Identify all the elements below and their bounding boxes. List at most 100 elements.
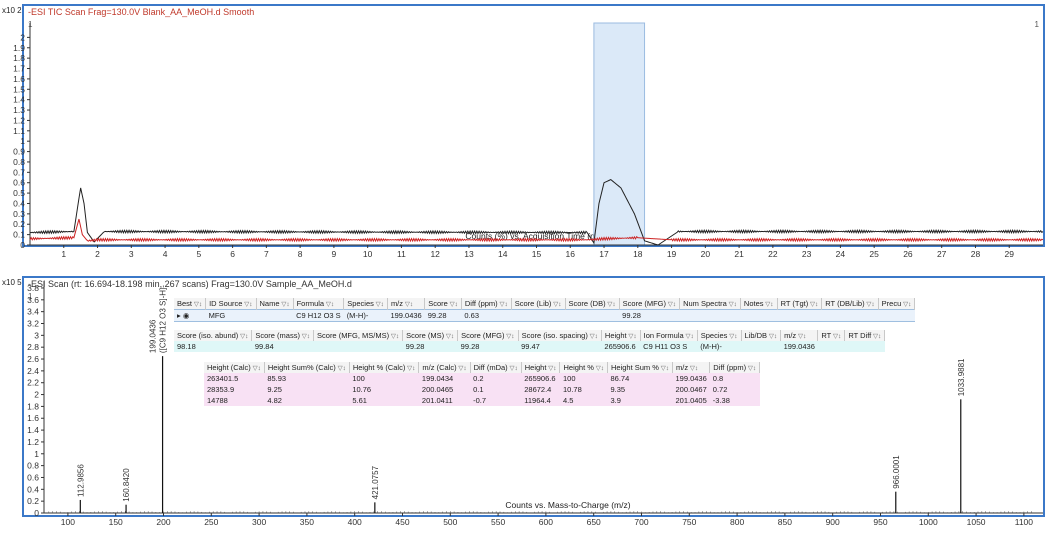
filter-icon[interactable]: ▽↕ (299, 333, 311, 340)
compound-results-table[interactable]: Best ▽↕ ID Source ▽↕ Name ▽↕ Formula ▽↕ Spec… (174, 298, 916, 322)
column-header[interactable]: Score (MFG) ▽↕ (619, 298, 681, 310)
column-header[interactable]: Name ▽↕ (256, 298, 294, 310)
column-header[interactable]: Height ▽↕ (521, 362, 561, 373)
table-cell: 265906.6 (601, 341, 641, 352)
filter-icon[interactable]: ▽↕ (666, 301, 677, 308)
table-cell: C9 H11 O3 S (640, 341, 698, 352)
filter-icon[interactable]: ▽↕ (808, 301, 819, 308)
column-header[interactable]: Num Spectra ▽↕ (679, 298, 741, 310)
ms-x-tick-label: 1050 (967, 517, 986, 527)
filter-icon[interactable]: ▽↕ (192, 301, 203, 308)
filter-icon[interactable]: ▽↕ (405, 365, 416, 372)
column-header[interactable]: Diff (mDa) ▽↕ (470, 362, 522, 373)
column-header[interactable]: Score (MFG, MS/MS) ▽↕ (313, 330, 404, 341)
ms-spectrum-panel[interactable]: -ESI Scan (rt: 16.694-18.198 min, 267 sc… (22, 276, 1045, 517)
column-header[interactable]: RT ▽↕ (817, 330, 846, 341)
column-header[interactable]: Score (MS) ▽↕ (402, 330, 459, 341)
column-header[interactable]: Lib/DB ▽↕ (741, 330, 782, 341)
filter-icon[interactable]: ▽↕ (238, 333, 249, 340)
filter-icon[interactable]: ▽↕ (447, 301, 458, 308)
filter-icon[interactable]: ▽↕ (593, 365, 604, 372)
column-header[interactable]: Score (mass) ▽↕ (251, 330, 315, 341)
column-header[interactable]: Notes ▽↕ (740, 298, 778, 310)
table-row[interactable]: 263401.5 85.93 100 199.0434 0.2 265906.6 100 86… (204, 373, 760, 384)
column-header[interactable]: RT (DB/Lib) ▽↕ (821, 298, 879, 310)
filter-icon[interactable]: ▽↕ (871, 333, 882, 340)
filter-icon[interactable]: ▽↕ (864, 301, 875, 308)
filter-icon[interactable]: ▽↕ (551, 301, 562, 308)
column-header[interactable]: Ion Formula ▽↕ (640, 330, 698, 341)
filter-icon[interactable]: ▽↕ (727, 333, 738, 340)
filter-icon[interactable]: ▽↕ (901, 301, 912, 308)
filter-icon[interactable]: ▽↕ (279, 301, 290, 308)
filter-icon[interactable]: ▽↕ (605, 301, 616, 308)
column-header[interactable]: ID Source ▽↕ (205, 298, 257, 310)
table-cell (313, 341, 403, 352)
filter-icon[interactable]: ▽↕ (250, 365, 261, 372)
column-header[interactable]: Score (DB) ▽↕ (565, 298, 620, 310)
column-header[interactable]: RT Diff ▽↕ (844, 330, 886, 341)
column-header[interactable]: Species ▽↕ (343, 298, 388, 310)
filter-icon[interactable]: ▽↕ (831, 333, 842, 340)
score-results-table[interactable]: Score (iso. abund) ▽↕ Score (mass) ▽↕ Scor… (174, 330, 886, 352)
column-header[interactable]: Score ▽↕ (424, 298, 462, 310)
tic-y-tick-label: 0 (20, 240, 25, 250)
ms-y-tick-label: 0 (34, 508, 39, 518)
ms-y-tick-label: 3.6 (27, 295, 39, 305)
filter-icon[interactable]: ▽↕ (683, 333, 694, 340)
table-row[interactable]: 28353.9 9.25 10.76 200.0465 0.1 28672.4 10.78 9… (204, 384, 760, 395)
column-header[interactable]: Species ▽↕ (697, 330, 742, 341)
filter-icon[interactable]: ▽↕ (626, 333, 637, 340)
filter-icon[interactable]: ▽↕ (746, 365, 757, 372)
filter-icon[interactable]: ▽↕ (456, 365, 467, 372)
column-header[interactable]: RT (Tgt) ▽↕ (777, 298, 823, 310)
filter-icon[interactable]: ▽↕ (373, 301, 384, 308)
filter-icon[interactable]: ▽↕ (504, 333, 515, 340)
table-row[interactable]: 98.18 99.84 99.28 99.28 99.47 265906.6 C9 H11 … (174, 341, 885, 352)
column-header[interactable]: Score (iso. spacing) ▽↕ (518, 330, 602, 341)
filter-icon[interactable]: ▽↕ (335, 365, 346, 372)
filter-icon[interactable]: ▽↕ (587, 333, 598, 340)
tic-chart-panel[interactable]: -ESI TIC Scan Frag=130.0V Blank_AA_MeOH.… (22, 4, 1045, 247)
filter-icon[interactable]: ▽↕ (796, 333, 807, 340)
column-header[interactable]: Score (iso. abund) ▽↕ (174, 330, 253, 341)
isotope-results-table[interactable]: Height (Calc) ▽↕ Height Sum% (Calc) ▽↕ Hei… (204, 362, 761, 406)
filter-icon[interactable]: ▽↕ (658, 365, 669, 372)
column-header[interactable]: Height % ▽↕ (559, 362, 608, 373)
column-header[interactable]: Score (Lib) ▽↕ (511, 298, 566, 310)
filter-icon[interactable]: ▽↕ (389, 333, 400, 340)
column-header[interactable]: Height Sum % ▽↕ (607, 362, 673, 373)
column-header[interactable]: Formula ▽↕ (293, 298, 345, 310)
column-header[interactable]: Precu ▽↕ (878, 298, 916, 310)
column-header[interactable]: Score (MFG) ▽↕ (457, 330, 519, 341)
column-header[interactable]: m/z ▽↕ (672, 362, 711, 373)
filter-icon[interactable]: ▽↕ (507, 365, 518, 372)
column-header[interactable]: Diff (ppm) ▽↕ (461, 298, 512, 310)
table-cell: 0.63 (461, 309, 512, 322)
column-header[interactable]: m/z ▽↕ (387, 298, 426, 310)
table-row[interactable]: 14788 4.82 5.61 201.0411 -0.7 11964.4 4.5 3.9 20… (204, 395, 760, 406)
column-header[interactable]: Height Sum% (Calc) ▽↕ (264, 362, 350, 373)
column-header[interactable]: Height (Calc) ▽↕ (204, 362, 265, 373)
filter-icon[interactable]: ▽↕ (403, 301, 414, 308)
filter-icon[interactable]: ▽↕ (726, 301, 737, 308)
column-header[interactable]: Height ▽↕ (601, 330, 641, 341)
column-header[interactable]: m/z ▽↕ (780, 330, 819, 341)
filter-icon[interactable]: ▽↕ (497, 301, 508, 308)
filter-icon[interactable]: ▽↕ (763, 301, 774, 308)
column-header[interactable]: m/z (Calc) ▽↕ (418, 362, 471, 373)
filter-icon[interactable]: ▽↕ (242, 301, 253, 308)
filter-icon[interactable]: ▽↕ (444, 333, 455, 340)
ms-peak-label: 421.0757 (371, 465, 380, 499)
filter-icon[interactable]: ▽↕ (546, 365, 557, 372)
best-radio-icon[interactable]: ▸ ◉ (177, 311, 190, 320)
filter-icon[interactable]: ▽↕ (688, 365, 699, 372)
column-header[interactable]: Height % (Calc) ▽↕ (349, 362, 420, 373)
filter-icon[interactable]: ▽↕ (767, 333, 778, 340)
column-header[interactable]: Diff (ppm) ▽↕ (709, 362, 761, 373)
table-row[interactable]: ▸ ◉ MFG C9 H12 O3 S (M-H)- 199.0436 99.28 0.63… (174, 309, 915, 322)
ms-x-tick-label: 850 (778, 517, 792, 527)
filter-icon[interactable]: ▽↕ (324, 301, 335, 308)
column-header[interactable]: Best ▽↕ (174, 298, 207, 310)
